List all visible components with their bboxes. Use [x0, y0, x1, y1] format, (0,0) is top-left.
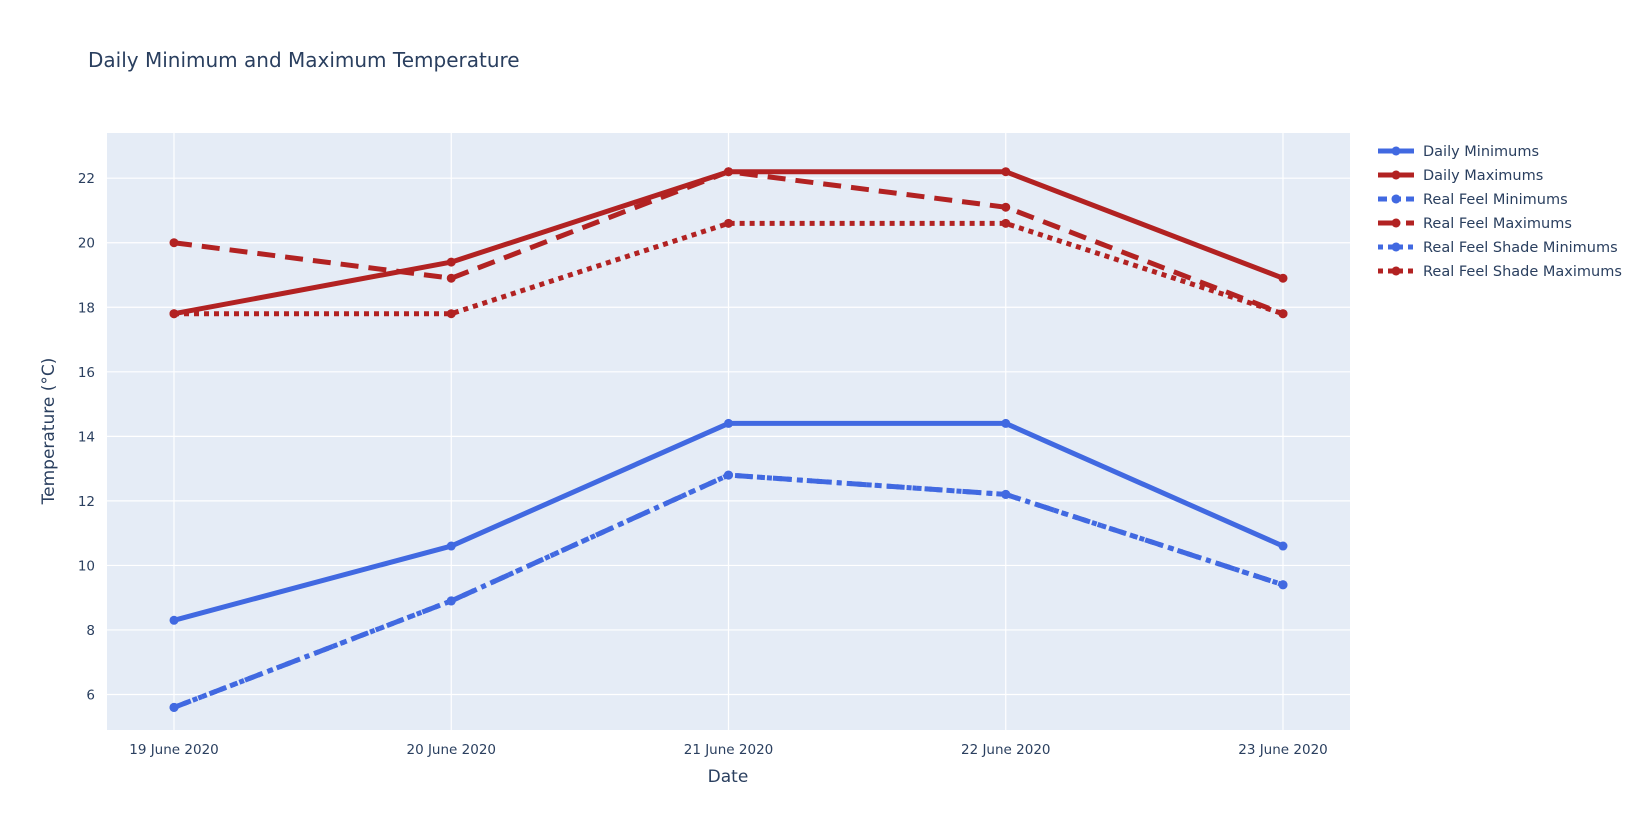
data-point[interactable] [1001, 202, 1011, 212]
legend-marker [1391, 146, 1401, 156]
series-line [174, 220, 1284, 317]
data-point[interactable] [724, 418, 733, 428]
legend-item[interactable]: Daily Maximums [1378, 168, 1543, 184]
data-point[interactable] [1001, 218, 1011, 228]
data-point[interactable] [169, 238, 179, 248]
data-point[interactable] [1278, 541, 1288, 551]
y-tick-label: 14 [78, 429, 95, 445]
data-point[interactable] [1278, 309, 1288, 319]
legend-marker [1391, 194, 1401, 204]
series-real-feel-shade-maximums [169, 218, 1288, 319]
data-point[interactable] [446, 596, 456, 606]
data-point[interactable] [1001, 418, 1011, 428]
legend-label: Real Feel Shade Maximums [1423, 264, 1622, 280]
series-line [173, 472, 1284, 710]
data-point[interactable] [169, 309, 179, 319]
y-tick-label: 6 [86, 688, 95, 704]
x-tick-label: 23 June 2020 [1238, 742, 1328, 758]
series-daily-minimums [169, 418, 1288, 625]
data-point[interactable] [1278, 580, 1288, 590]
legend-label: Daily Minimums [1423, 144, 1539, 160]
x-axis-title: Date [708, 767, 749, 787]
y-tick-label: 16 [78, 365, 95, 381]
y-tick-label: 10 [78, 558, 95, 574]
x-tick-label: 20 June 2020 [406, 742, 496, 758]
legend-marker [1391, 242, 1401, 252]
data-point[interactable] [446, 273, 456, 283]
data-point[interactable] [1001, 489, 1011, 499]
x-tick-label: 22 June 2020 [961, 742, 1051, 758]
legend-label: Real Feel Minimums [1423, 192, 1568, 208]
legend-marker [1391, 218, 1401, 228]
series-lines [169, 167, 1288, 712]
legend-item[interactable]: Real Feel Shade Minimums [1378, 240, 1618, 256]
data-point[interactable] [169, 702, 179, 712]
legend-item[interactable]: Real Feel Maximums [1378, 216, 1572, 232]
data-point[interactable] [446, 257, 456, 267]
x-axis-ticks: 19 June 2020 20 June 2020 21 June 2020 22 J… [129, 742, 1328, 758]
legend-item[interactable]: Daily Minimums [1378, 144, 1539, 160]
legend-marker [1391, 170, 1401, 180]
y-axis-ticks: 6 8 10 12 14 16 18 20 22 [78, 171, 95, 703]
series-real-feel-shade-minimums [169, 470, 1288, 712]
x-tick-label: 21 June 2020 [684, 742, 774, 758]
legend[interactable]: Daily Minimums Daily Maximums Real Feel Mi… [1378, 144, 1622, 280]
legend-label: Daily Maximums [1423, 168, 1543, 184]
data-point[interactable] [724, 470, 733, 480]
data-point[interactable] [446, 309, 456, 319]
data-point[interactable] [446, 541, 456, 551]
legend-label: Real Feel Maximums [1423, 216, 1572, 232]
legend-marker [1391, 266, 1401, 276]
chart-title: Daily Minimum and Maximum Temperature [88, 48, 520, 72]
x-tick-label: 19 June 2020 [129, 742, 219, 758]
legend-label: Real Feel Shade Minimums [1423, 240, 1618, 256]
grid-lines [107, 133, 1350, 730]
y-tick-label: 20 [78, 236, 95, 252]
y-tick-label: 12 [78, 494, 95, 510]
legend-item[interactable]: Real Feel Shade Maximums [1378, 264, 1622, 280]
data-point[interactable] [169, 615, 179, 625]
data-point[interactable] [1001, 167, 1011, 177]
y-axis-title: Temperature (°C) [39, 358, 59, 506]
legend-item[interactable]: Real Feel Minimums [1378, 192, 1568, 208]
data-point[interactable] [724, 218, 733, 228]
data-point[interactable] [1278, 273, 1288, 283]
y-tick-label: 18 [78, 300, 95, 316]
y-tick-label: 8 [86, 623, 95, 639]
data-point[interactable] [724, 167, 733, 177]
y-tick-label: 22 [78, 171, 95, 187]
